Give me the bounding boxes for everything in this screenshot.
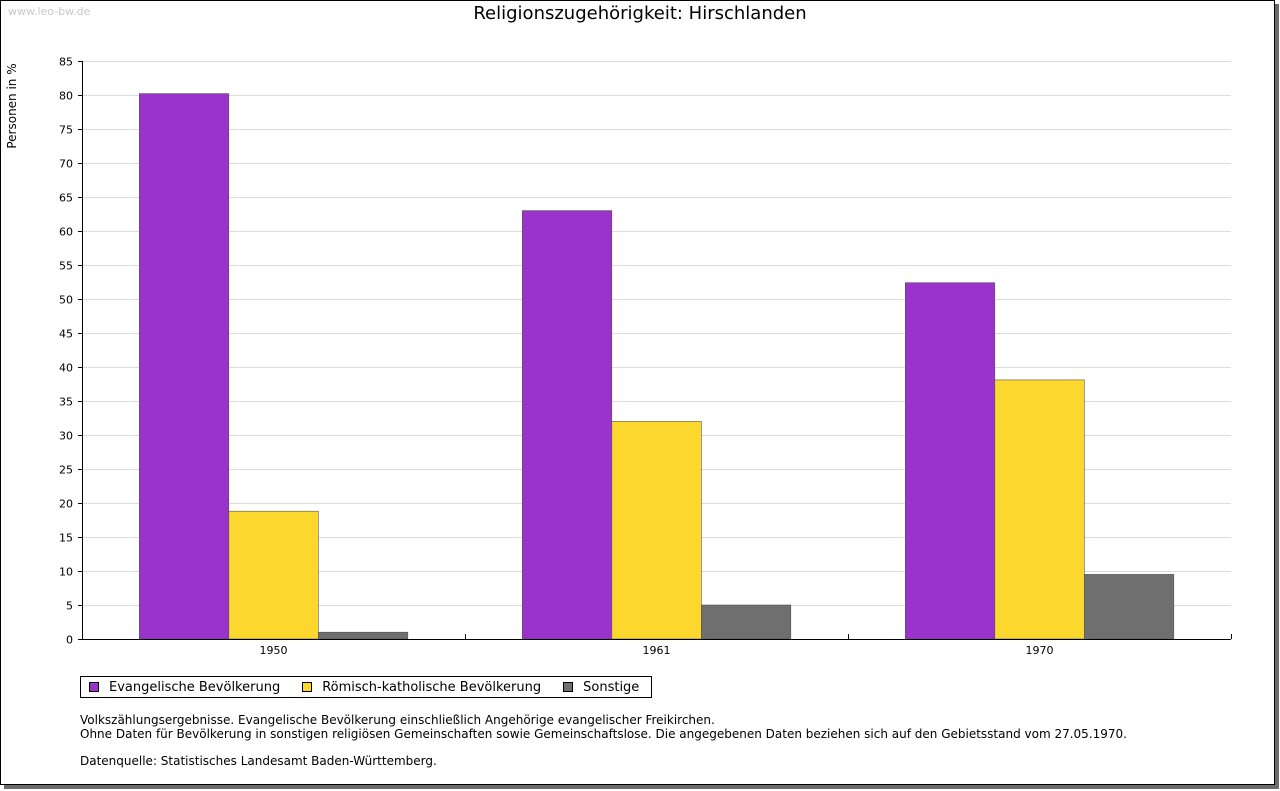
- bar-sonstige-1950: [317, 631, 409, 640]
- x-tick-label-1970: 1970: [1026, 644, 1054, 657]
- y-tick-label-40: 40: [59, 362, 73, 375]
- legend-swatch-katholisch: [302, 682, 313, 692]
- bar-sonstige-1961: [700, 604, 792, 640]
- bar-römisch-katholische-1950: [228, 510, 319, 640]
- chart-title: Religionszugehörigkeit: Hirschlanden: [473, 3, 807, 24]
- bar-römisch-katholische-1961: [611, 421, 702, 640]
- y-tick-label-0: 0: [66, 634, 73, 647]
- y-tick-label-35: 35: [59, 396, 73, 409]
- footnotes: Volkszählungsergebnisse. Evangelische Be…: [80, 713, 1127, 768]
- y-tick-label-55: 55: [59, 260, 73, 273]
- y-tick-label-45: 45: [59, 328, 73, 341]
- legend-label-sonstige: Sonstige: [583, 679, 640, 695]
- footnote-line-1: Volkszählungsergebnisse. Evangelische Be…: [80, 713, 715, 727]
- y-tick-label-50: 50: [59, 294, 73, 307]
- y-tick-label-20: 20: [59, 498, 73, 511]
- legend-item-evangelisch: Evangelische Bevölkerung: [89, 680, 280, 695]
- legend-item-katholisch: Römisch-katholische Bevölkerung: [302, 680, 541, 695]
- y-tick-label-65: 65: [59, 192, 73, 205]
- y-tick-label-30: 30: [59, 430, 73, 443]
- y-tick-label-60: 60: [59, 226, 73, 239]
- y-tick-label-85: 85: [59, 56, 73, 69]
- legend-item-sonstige: Sonstige: [563, 680, 639, 695]
- footnote-line-2: Ohne Daten für Bevölkerung in sonstigen …: [80, 727, 1127, 741]
- x-tick-label-1961: 1961: [643, 644, 671, 657]
- legend-swatch-evangelisch: [89, 682, 99, 692]
- bar-evangelische-1961: [521, 210, 613, 640]
- watermark: www.leo-bw.de: [8, 5, 91, 18]
- bar-römisch-katholische-1970: [994, 379, 1085, 640]
- y-tick-label-5: 5: [66, 600, 73, 613]
- bar-evangelische-1950: [139, 93, 230, 640]
- y-tick-label-75: 75: [59, 124, 73, 137]
- x-tick-label-1950: 1950: [260, 644, 288, 657]
- data-source: Datenquelle: Statistisches Landesamt Bad…: [80, 754, 437, 768]
- legend-swatch-sonstige: [563, 682, 574, 692]
- y-tick-label-25: 25: [59, 464, 73, 477]
- bar-sonstige-1970: [1084, 574, 1175, 640]
- bar-evangelische-1970: [904, 282, 996, 640]
- legend-label-evangelisch: Evangelische Bevölkerung: [109, 679, 281, 695]
- y-tick-label-80: 80: [59, 90, 73, 103]
- legend: Evangelische Bevölkerung Römisch-katholi…: [80, 676, 653, 698]
- y-tick-label-70: 70: [59, 158, 73, 171]
- y-tick-label-10: 10: [59, 566, 73, 579]
- y-tick-label-15: 15: [59, 532, 73, 545]
- legend-label-katholisch: Römisch-katholische Bevölkerung: [322, 679, 542, 695]
